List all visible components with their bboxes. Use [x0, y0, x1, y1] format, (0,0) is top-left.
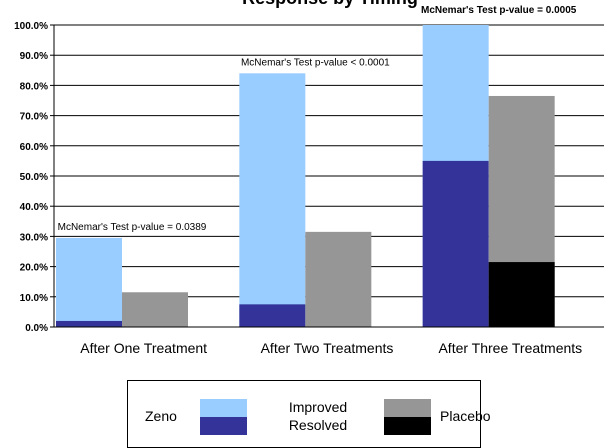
- chart-title: Response by Timing: [242, 0, 418, 8]
- legend-label-placebo: Placebo: [440, 408, 491, 424]
- y-tick-label: 60.0%: [20, 142, 48, 153]
- bar-placebo-improved: [305, 231, 372, 327]
- legend-swatch-placebo-resolved: [384, 417, 431, 435]
- y-tick-label: 70.0%: [20, 112, 48, 123]
- x-category-label: After One Treatment: [80, 340, 207, 356]
- legend-swatch-zeno-improved: [200, 399, 247, 417]
- legend-label-improved: Improved: [288, 399, 348, 415]
- annotation-pvalue: McNemar's Test p-value = 0.0005: [421, 5, 577, 16]
- bar-placebo-resolved: [488, 262, 555, 327]
- y-tick-label: 0.0%: [25, 323, 48, 334]
- x-category-label: After Three Treatments: [438, 340, 582, 356]
- annotation-pvalue: McNemar's Test p-value < 0.0001: [241, 57, 390, 68]
- y-tick-label: 10.0%: [20, 293, 48, 304]
- chart: 0.0% 10.0% 20.0% 30.0% 40.0% 50.0% 60.0% 70.0% 8…: [14, 0, 604, 356]
- y-tick-label: 50.0%: [20, 172, 48, 183]
- y-tick-label: 40.0%: [20, 202, 48, 213]
- y-tick-label: 100.0%: [14, 21, 48, 32]
- legend-swatch-placebo-improved: [384, 399, 431, 417]
- label-layer: 0.0% 10.0% 20.0% 30.0% 40.0% 50.0% 60.0% 70.0% 8…: [14, 0, 582, 356]
- y-tick-label: 30.0%: [20, 232, 48, 243]
- x-category-label: After Two Treatments: [261, 340, 394, 356]
- y-tick-label: 20.0%: [20, 263, 48, 274]
- bar-zeno-improved: [56, 237, 122, 327]
- y-tick-label: 80.0%: [20, 81, 48, 92]
- bar-zeno-resolved: [56, 320, 122, 327]
- legend-label-resolved: Resolved: [288, 417, 348, 433]
- bar-zeno-improved: [239, 73, 306, 327]
- y-tick-label: 90.0%: [20, 51, 48, 62]
- bar-zeno-resolved: [239, 304, 306, 327]
- annotation-pvalue: McNemar's Test p-value = 0.0389: [58, 222, 207, 233]
- legend: Zeno Improved Resolved Placebo: [127, 380, 491, 448]
- axis-layer: [50, 24, 604, 328]
- bar-layer: [56, 25, 555, 327]
- legend-swatch-zeno-resolved: [200, 417, 247, 435]
- bar-zeno-resolved: [422, 160, 489, 327]
- bar-placebo-improved: [122, 292, 188, 327]
- legend-label-zeno: Zeno: [145, 408, 177, 424]
